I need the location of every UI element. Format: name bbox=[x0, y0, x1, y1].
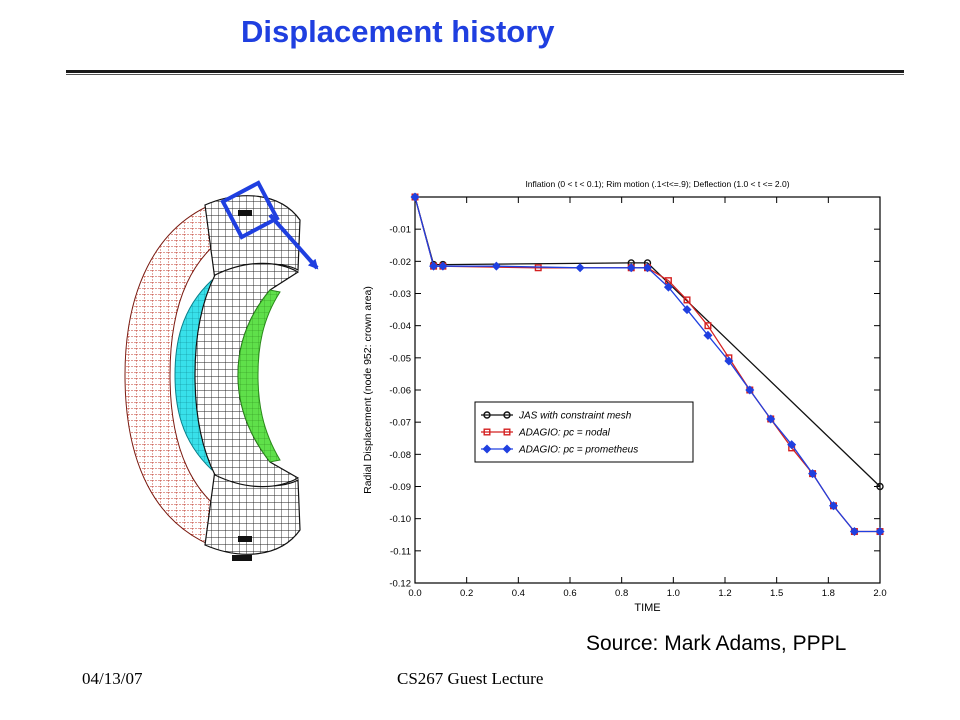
tire-mesh-accents bbox=[232, 210, 252, 561]
data-point bbox=[663, 282, 673, 292]
data-point bbox=[787, 440, 797, 450]
displacement-chart: Inflation (0 < t < 0.1); Rim motion (.1<… bbox=[268, 179, 887, 614]
tire-mesh-figure bbox=[124, 180, 301, 561]
y-tick-label: -0.07 bbox=[389, 418, 411, 429]
data-point bbox=[682, 305, 692, 315]
x-tick-label: 1.0 bbox=[667, 588, 680, 599]
series-2 bbox=[411, 193, 884, 536]
x-tick-label: 1.2 bbox=[718, 588, 731, 599]
x-tick-label: 0.4 bbox=[512, 588, 525, 599]
data-point bbox=[875, 527, 885, 537]
tire-middle-ring bbox=[194, 262, 300, 488]
series-line bbox=[414, 196, 880, 533]
pointer-arrow-icon bbox=[268, 213, 319, 270]
data-point bbox=[534, 264, 542, 272]
chart-title: Inflation (0 < t < 0.1); Rim motion (.1<… bbox=[525, 179, 789, 189]
legend-label: JAS with constraint mesh bbox=[518, 411, 632, 422]
data-point bbox=[808, 469, 818, 479]
y-tick-label: -0.10 bbox=[389, 514, 411, 525]
data-point bbox=[429, 261, 439, 271]
data-point bbox=[876, 482, 884, 491]
legend-marker bbox=[503, 428, 511, 436]
x-tick-label: 1.5 bbox=[770, 588, 783, 599]
data-point bbox=[575, 263, 585, 273]
data-point bbox=[766, 414, 776, 424]
highlight-box-icon bbox=[220, 180, 280, 240]
data-point bbox=[626, 263, 636, 273]
x-tick-label: 0.0 bbox=[408, 588, 421, 599]
legend-label: ADAGIO: pc = prometheus bbox=[518, 445, 638, 456]
data-point bbox=[849, 527, 859, 537]
y-tick-label: -0.05 bbox=[389, 353, 411, 364]
data-point bbox=[683, 296, 691, 304]
legend-marker bbox=[502, 444, 512, 454]
data-point bbox=[703, 330, 713, 340]
y-tick-label: -0.03 bbox=[389, 289, 411, 300]
chart-legend: JAS with constraint mesh ADAGIO: pc = nod… bbox=[474, 401, 694, 463]
legend-marker bbox=[482, 444, 492, 454]
legend-label: ADAGIO: pc = nodal bbox=[518, 428, 611, 439]
y-tick-label: -0.04 bbox=[389, 321, 411, 332]
title-divider-thick bbox=[66, 70, 904, 73]
legend-marker bbox=[483, 428, 491, 436]
x-tick-label: 2.0 bbox=[873, 588, 886, 599]
series-3 bbox=[410, 192, 885, 537]
tire-rim-ring bbox=[237, 289, 281, 463]
footer-date: 04/13/07 bbox=[82, 669, 143, 688]
y-tick-label: -0.02 bbox=[389, 257, 411, 268]
slide-title: Displacement history bbox=[241, 14, 555, 49]
y-tick-label: -0.11 bbox=[390, 546, 411, 557]
title-divider bbox=[66, 70, 904, 75]
data-point bbox=[704, 322, 712, 330]
y-tick-label: -0.08 bbox=[389, 450, 411, 461]
data-point bbox=[410, 192, 420, 202]
y-axis-label: Radial Displacement (node 952: crown are… bbox=[362, 286, 374, 494]
data-point bbox=[745, 385, 755, 395]
series-line bbox=[414, 196, 880, 533]
x-axis-label: TIME bbox=[634, 602, 660, 614]
data-point bbox=[828, 501, 839, 511]
footer-course: CS267 Guest Lecture bbox=[397, 669, 544, 688]
y-tick-label: -0.01 bbox=[389, 225, 411, 236]
y-tick-label: -0.09 bbox=[389, 482, 411, 493]
x-tick-label: 0.8 bbox=[615, 588, 628, 599]
title-divider-thin bbox=[66, 74, 904, 75]
data-point bbox=[438, 261, 448, 271]
data-point bbox=[491, 261, 501, 271]
source-note: Source: Mark Adams, PPPL bbox=[586, 632, 847, 655]
legend-marker bbox=[503, 411, 511, 419]
y-tick-label: -0.06 bbox=[389, 386, 411, 397]
plot-frame bbox=[414, 196, 881, 584]
x-tick-label: 1.8 bbox=[822, 588, 835, 599]
x-tick-label: 0.6 bbox=[563, 588, 576, 599]
data-point bbox=[642, 263, 653, 273]
data-point bbox=[724, 356, 734, 366]
x-tick-label: 0.2 bbox=[460, 588, 473, 599]
y-tick-label: -0.12 bbox=[389, 579, 411, 590]
legend-marker bbox=[483, 411, 491, 419]
